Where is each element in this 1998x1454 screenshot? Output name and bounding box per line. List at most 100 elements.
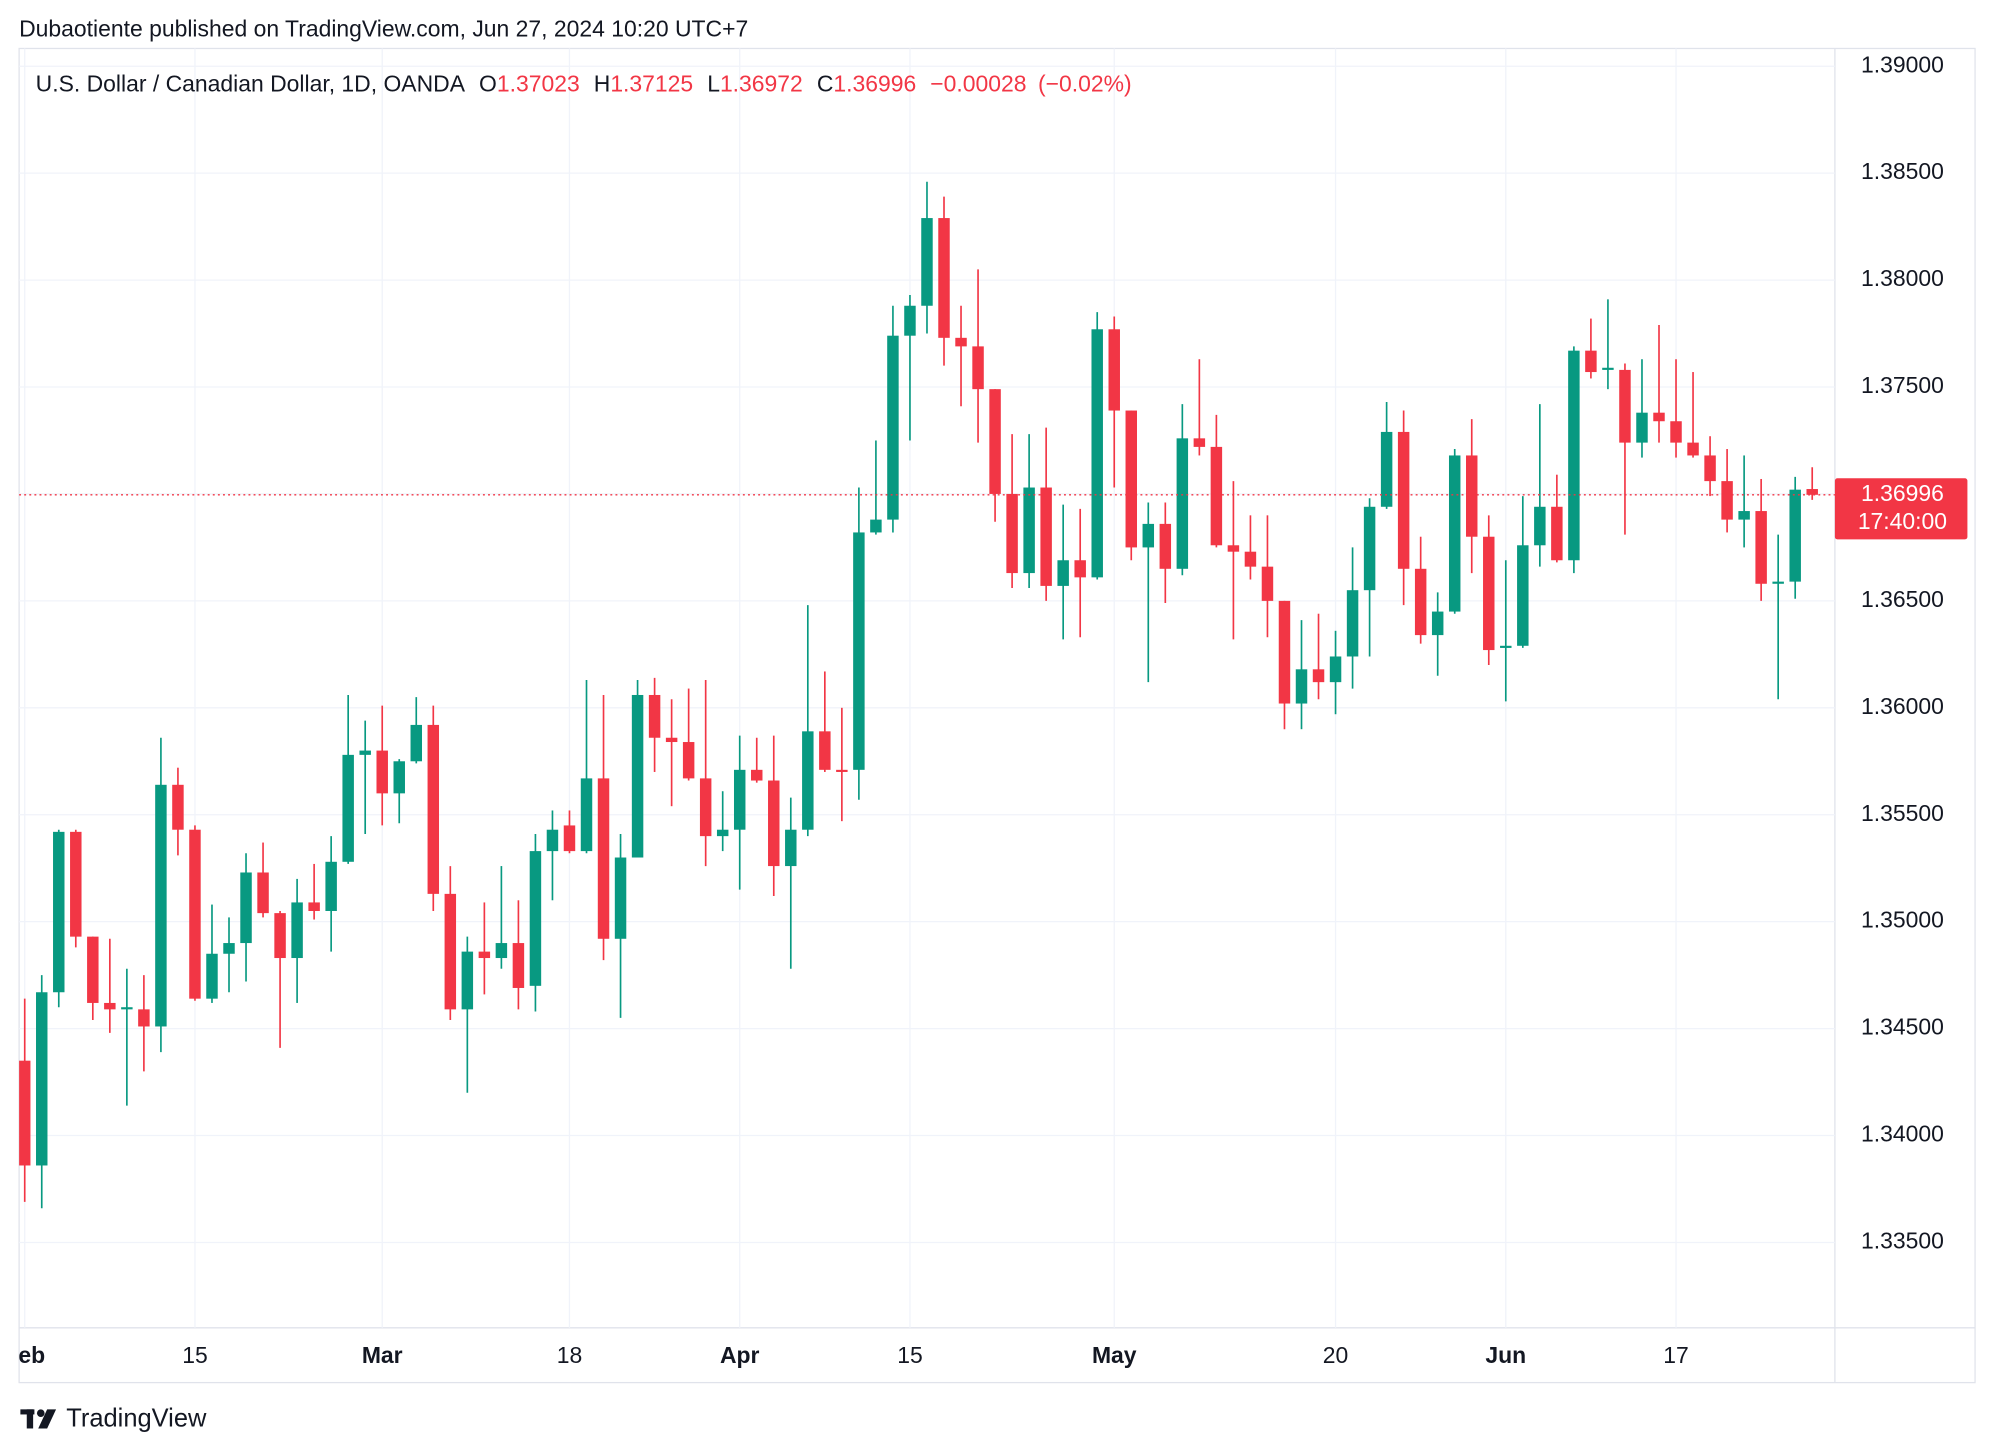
legend-key: L (707, 70, 720, 96)
candle-body (1551, 506, 1563, 561)
x-tick-label: 20 (1323, 1342, 1348, 1368)
legend-key: C (817, 70, 834, 96)
candle-body (1006, 493, 1018, 574)
logo-shape (38, 1409, 57, 1429)
candle-body (70, 831, 82, 937)
candle-body (853, 532, 865, 770)
x-axis-labels: Feb 15 Mar 18 Apr 15 May 20 Jun 17 (19, 1342, 1689, 1368)
candle-body (972, 346, 984, 390)
candle-body (1261, 566, 1274, 601)
candle-body (870, 519, 882, 533)
candle-body (206, 953, 218, 999)
candle-body (1687, 442, 1699, 456)
candles (19, 181, 1818, 1209)
logo-shape (26, 1409, 34, 1429)
candle-body (1380, 431, 1393, 507)
candle-body (155, 784, 167, 1027)
candle-body (393, 761, 405, 794)
candle-body (512, 943, 525, 988)
candle-body (1585, 350, 1597, 373)
candle-body (87, 936, 99, 1003)
candle-body (376, 750, 388, 794)
candle-body (172, 784, 184, 830)
legend-change: −0.00028 (930, 70, 1026, 96)
candle-body (1091, 329, 1103, 578)
candle-body (1466, 455, 1478, 537)
candle-body (342, 754, 354, 862)
countdown-label: 17:40:00 (1858, 508, 1947, 534)
x-tick-label: Apr (720, 1342, 760, 1368)
candle-body (546, 829, 559, 852)
candle-body (495, 943, 508, 959)
y-tick-label: 1.36500 (1861, 586, 1944, 612)
y-tick-label: 1.39000 (1861, 51, 1944, 77)
x-tick-label: 15 (897, 1342, 923, 1368)
candle-body (1108, 329, 1120, 411)
y-tick-label: 1.34500 (1861, 1014, 1944, 1040)
legend-key: H (594, 70, 611, 96)
axes: 1.33500 1.34000 1.34500 1.35000 1.35500 1.360… (19, 51, 1968, 1368)
candle-body (802, 731, 814, 830)
candle-body (1636, 412, 1648, 443)
x-tick-label: 18 (557, 1342, 583, 1368)
candle-body (1602, 367, 1614, 370)
candle-body (257, 872, 269, 914)
last-price-box (1834, 478, 1968, 540)
candle-body (887, 335, 899, 520)
candle-body (104, 1002, 116, 1010)
candle-body (733, 769, 746, 830)
candle-body (359, 750, 371, 755)
legend-open: 1.37023 (497, 70, 580, 96)
x-tick-label: 17 (1663, 1342, 1688, 1368)
candle-body (580, 778, 593, 852)
candle-body (1414, 568, 1427, 636)
candle-body (1704, 455, 1716, 482)
candle-body (1312, 669, 1325, 683)
logo-shape (36, 1409, 45, 1417)
candle-body (1346, 590, 1359, 657)
candle-body (665, 737, 678, 743)
candle-body (1517, 545, 1529, 646)
candle-body (1483, 536, 1495, 651)
candle-body (1806, 489, 1818, 495)
y-tick-label: 1.38000 (1861, 265, 1944, 291)
candle-body (308, 902, 320, 911)
legend-low: 1.36972 (720, 70, 803, 96)
candle-body (1500, 645, 1512, 648)
brand-name: TradingView (66, 1404, 207, 1432)
y-tick-label: 1.33500 (1861, 1228, 1944, 1254)
publisher-caption: Dubaotiente published on TradingView.com… (19, 16, 748, 42)
candle-body (138, 1009, 150, 1027)
legend-key: O (479, 70, 497, 96)
candle-body (1789, 489, 1801, 582)
candle-body (461, 951, 474, 1010)
candle-body (785, 829, 797, 867)
y-tick-label: 1.38500 (1861, 158, 1944, 184)
candle-body (631, 694, 644, 858)
candle-body (1755, 511, 1767, 584)
candle-body (1568, 350, 1580, 561)
candle-body (563, 825, 576, 852)
candle-body (989, 389, 1001, 494)
candle-body (223, 943, 235, 954)
candle-body (1023, 487, 1035, 574)
legend-high: 1.37125 (610, 70, 693, 96)
candle-body (768, 780, 780, 867)
x-tick-label: Mar (362, 1342, 403, 1368)
candle-body (1159, 523, 1172, 569)
candle-body (1244, 551, 1257, 567)
legend-close: 1.36996 (833, 70, 916, 96)
candle-body (1210, 446, 1223, 546)
candle-body (478, 951, 491, 959)
candle-body (19, 1060, 31, 1166)
candle-body (189, 829, 201, 999)
candle-body (1397, 431, 1410, 569)
candle-body (325, 861, 337, 911)
candle-body (1278, 600, 1291, 704)
brand-logo (20, 1409, 57, 1429)
candle-body (1363, 506, 1376, 591)
grid (19, 48, 1835, 1328)
candle-body (1329, 656, 1342, 683)
